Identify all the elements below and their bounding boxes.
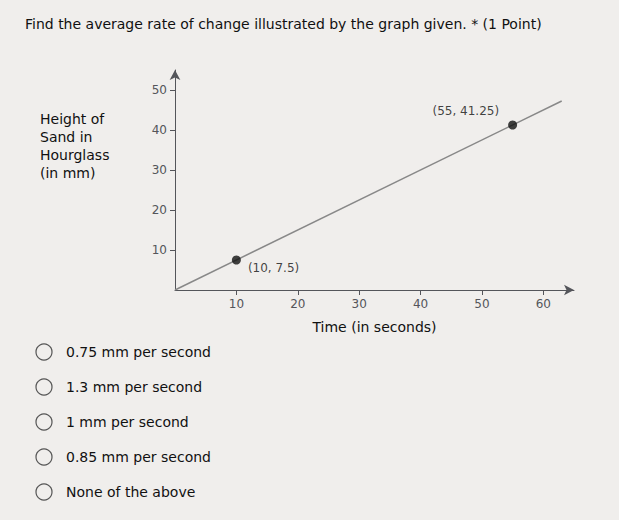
svg-text:0.85 mm per second: 0.85 mm per second (66, 449, 211, 465)
svg-text:1.3 mm per second: 1.3 mm per second (66, 379, 202, 395)
svg-text:20: 20 (290, 297, 305, 311)
svg-text:None of the above: None of the above (66, 484, 195, 500)
svg-text:Find the average rate of chang: Find the average rate of change illustra… (25, 16, 542, 32)
svg-text:40: 40 (152, 123, 167, 137)
svg-text:(55, 41.25): (55, 41.25) (432, 104, 499, 118)
svg-text:60: 60 (536, 297, 551, 311)
svg-text:30: 30 (152, 163, 167, 177)
svg-text:0.75 mm per second: 0.75 mm per second (66, 344, 211, 360)
svg-text:(in mm): (in mm) (40, 165, 95, 181)
svg-text:(10, 7.5): (10, 7.5) (248, 261, 299, 275)
svg-text:20: 20 (152, 203, 167, 217)
svg-text:Height of: Height of (40, 111, 105, 127)
svg-text:50: 50 (474, 297, 489, 311)
svg-text:10: 10 (229, 297, 244, 311)
svg-text:1 mm per second: 1 mm per second (66, 414, 189, 430)
svg-text:Time (in seconds): Time (in seconds) (311, 319, 436, 335)
svg-text:Hourglass: Hourglass (40, 147, 109, 163)
svg-text:50: 50 (152, 83, 167, 97)
svg-text:10: 10 (152, 243, 167, 257)
svg-text:30: 30 (352, 297, 367, 311)
svg-text:Sand in: Sand in (40, 129, 92, 145)
svg-text:40: 40 (413, 297, 428, 311)
